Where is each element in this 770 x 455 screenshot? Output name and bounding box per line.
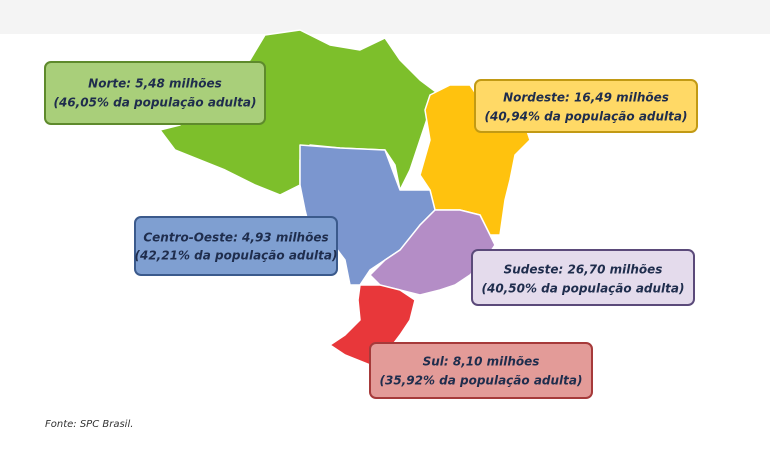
region-share: (40,50% da população adulta) (482, 282, 685, 296)
region-label: Centro-Oeste: 4,93 milhões (143, 231, 328, 245)
region-share: (40,94% da população adulta) (485, 110, 688, 124)
region-label: Nordeste: 16,49 milhões (503, 91, 669, 105)
label-box (44, 61, 266, 125)
source: Fonte: SPC Brasil. (45, 419, 133, 430)
region-label: Sudeste: 26,70 milhões (504, 263, 663, 277)
label-box (474, 79, 698, 133)
region-share: (46,05% da população adulta) (54, 96, 257, 110)
label-box (471, 249, 695, 306)
region-label: Norte: 5,48 milhões (88, 77, 222, 91)
top-band (0, 0, 770, 34)
label-box (134, 216, 338, 276)
region-share: (35,92% da população adulta) (380, 374, 583, 388)
region-share: (42,21% da população adulta) (135, 249, 338, 263)
region-label: Sul: 8,10 milhões (423, 355, 540, 369)
region-sudeste (369, 209, 496, 296)
label-box (369, 342, 593, 399)
